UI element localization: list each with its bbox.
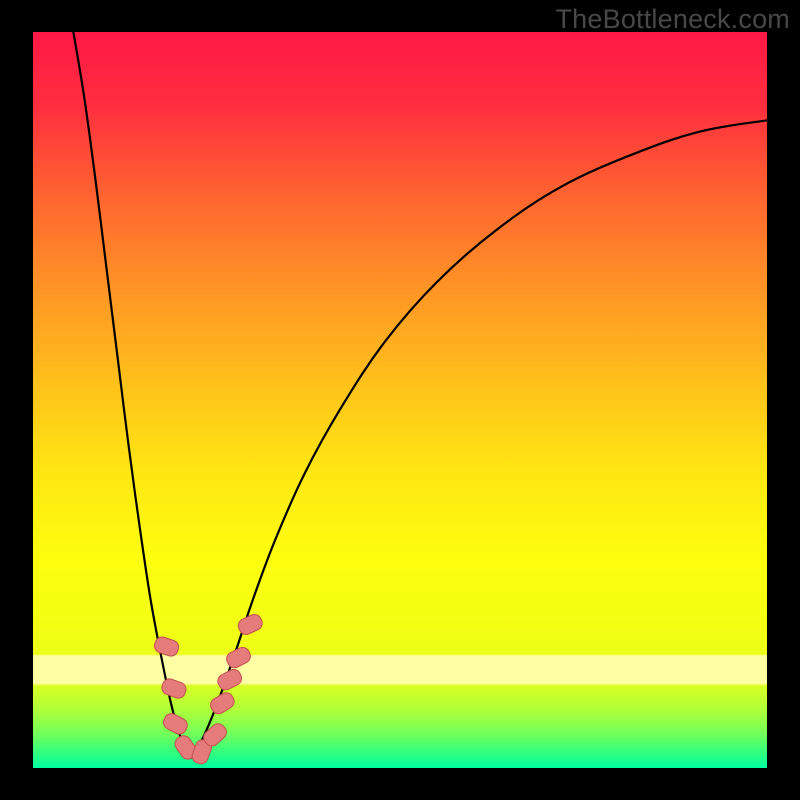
curve-markers: [153, 612, 265, 766]
curve-right-branch: [191, 120, 767, 757]
curve-marker: [208, 690, 237, 716]
curve-marker: [160, 677, 188, 700]
plot-area: [33, 32, 767, 768]
bottleneck-chart: [33, 32, 767, 768]
watermark-text: TheBottleneck.com: [555, 4, 790, 35]
curve-marker: [224, 645, 253, 670]
curve-marker: [236, 612, 265, 637]
curve-marker: [161, 711, 190, 736]
curve-marker: [215, 667, 244, 692]
